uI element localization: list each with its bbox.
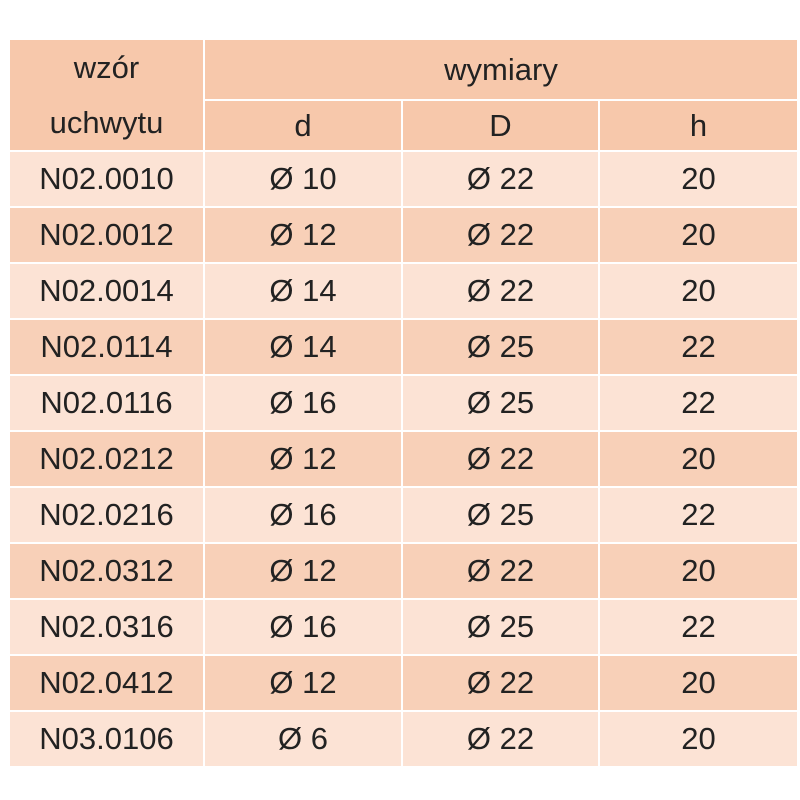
table-cell: Ø 25 <box>401 486 600 544</box>
table-cell: 20 <box>597 150 800 208</box>
table-cell: N02.0010 <box>8 150 205 208</box>
table-cell: 20 <box>597 710 800 768</box>
table-row: N02.0412 Ø 12 Ø 22 20 <box>8 654 800 712</box>
table-row: N02.0012 Ø 12 Ø 22 20 <box>8 206 800 264</box>
table-row: N02.0316 Ø 16 Ø 25 22 <box>8 598 800 656</box>
table-cell: 22 <box>597 318 800 376</box>
table-cell: N02.0216 <box>8 486 205 544</box>
table-cell: N02.0312 <box>8 542 205 600</box>
table-cell: Ø 16 <box>203 486 403 544</box>
table-cell: 20 <box>597 206 800 264</box>
header-cell: wymiary <box>202 37 800 102</box>
table-cell: Ø 6 <box>203 710 403 768</box>
table-cell: 22 <box>597 374 800 432</box>
table-cell: Ø 22 <box>401 710 600 768</box>
table-cell: N02.0316 <box>8 598 205 656</box>
header-cell: h <box>597 99 800 152</box>
header-line: wzór <box>73 50 140 85</box>
header-cell: d <box>203 99 403 152</box>
table-cell: Ø 22 <box>401 262 600 320</box>
table-header: wzór uchwytu wymiary d D h <box>8 37 800 152</box>
table-cell: 22 <box>597 486 800 544</box>
table-cell: Ø 16 <box>203 598 403 656</box>
table-cell: N02.0114 <box>8 318 205 376</box>
table-cell: N02.0116 <box>8 374 205 432</box>
table-cell: Ø 22 <box>401 430 600 488</box>
table-cell: N03.0106 <box>8 710 205 768</box>
dimension-table: wzór uchwytu wymiary d D h N02.0010 Ø 10 Ø… <box>8 37 800 768</box>
table-cell: Ø 22 <box>401 206 600 264</box>
header-row: d D h <box>9 99 800 152</box>
table-cell: Ø 12 <box>203 206 403 264</box>
table-cell: Ø 25 <box>401 598 600 656</box>
table-cell: N02.0012 <box>8 206 205 264</box>
table-cell: 20 <box>597 542 800 600</box>
table-cell: 20 <box>597 654 800 712</box>
header-line: uchwytu <box>49 105 164 140</box>
header-cell: wzór uchwytu <box>8 38 205 152</box>
table-row: N02.0216 Ø 16 Ø 25 22 <box>8 486 800 544</box>
table-cell: Ø 12 <box>203 542 403 600</box>
header-row: wzór uchwytu wymiary <box>8 37 800 152</box>
table-row: N02.0212 Ø 12 Ø 22 20 <box>8 430 800 488</box>
table-cell: N02.0412 <box>8 654 205 712</box>
table-cell: Ø 12 <box>203 430 403 488</box>
table-cell: Ø 16 <box>203 374 403 432</box>
table-cell: 22 <box>597 598 800 656</box>
table-row: N02.0010 Ø 10 Ø 22 20 <box>8 150 800 208</box>
table-cell: 20 <box>597 262 800 320</box>
table-body: N02.0010 Ø 10 Ø 22 20 N02.0012 Ø 12 Ø 22 20 N02.… <box>8 150 800 768</box>
table-cell: N02.0014 <box>8 262 205 320</box>
table-row: N02.0116 Ø 16 Ø 25 22 <box>8 374 800 432</box>
table-cell: Ø 22 <box>401 654 600 712</box>
table-row: N02.0312 Ø 12 Ø 22 20 <box>8 542 800 600</box>
table-cell: Ø 25 <box>401 318 600 376</box>
table-cell: Ø 22 <box>401 150 600 208</box>
table-row: N02.0114 Ø 14 Ø 25 22 <box>8 318 800 376</box>
table-cell: Ø 10 <box>203 150 403 208</box>
table-cell: N02.0212 <box>8 430 205 488</box>
table-cell: Ø 12 <box>203 654 403 712</box>
table-row: N02.0014 Ø 14 Ø 22 20 <box>8 262 800 320</box>
table-cell: 20 <box>597 430 800 488</box>
table-cell: Ø 25 <box>401 374 600 432</box>
header-cell: D <box>401 99 600 152</box>
table-cell: Ø 14 <box>203 262 403 320</box>
table-cell: Ø 22 <box>401 542 600 600</box>
table-cell: Ø 14 <box>203 318 403 376</box>
